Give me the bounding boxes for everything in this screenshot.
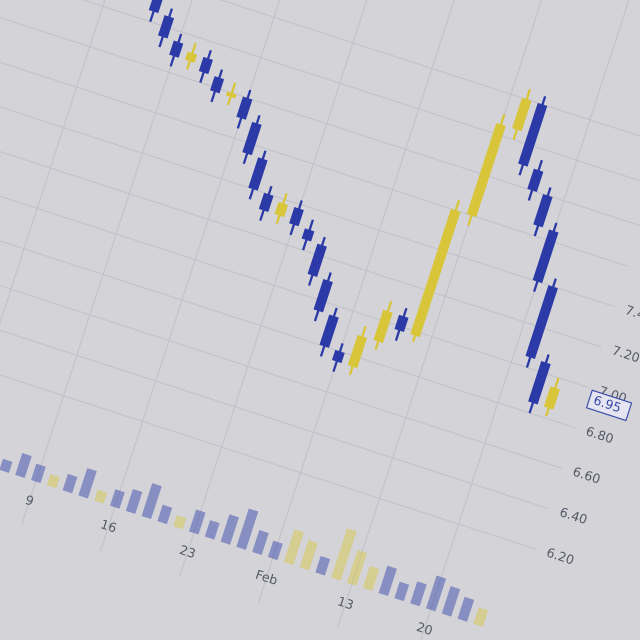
volume-bar xyxy=(15,453,32,478)
grid-line xyxy=(0,123,589,389)
grid-line xyxy=(99,0,359,552)
grid-line xyxy=(0,245,550,510)
candle-body xyxy=(331,349,345,364)
candle-body xyxy=(373,309,393,344)
volume-bar xyxy=(378,565,397,597)
candle-body xyxy=(532,229,559,284)
volume-bar xyxy=(362,565,380,591)
candle-body xyxy=(347,334,368,369)
volume-bar xyxy=(0,458,13,473)
candle-body xyxy=(148,0,165,14)
candle-body xyxy=(248,157,268,191)
volume-bar xyxy=(457,596,475,622)
candle-body xyxy=(543,386,560,410)
volume-bar xyxy=(410,581,427,607)
volume-bar xyxy=(252,530,269,555)
candle-body xyxy=(301,228,315,242)
volume-bar xyxy=(236,508,259,550)
candle-body xyxy=(210,76,225,94)
grid-line xyxy=(0,0,640,146)
volume-bar xyxy=(157,504,173,525)
volume-bar xyxy=(425,575,447,612)
grid-line xyxy=(0,0,640,186)
volume-bar xyxy=(173,515,187,530)
x-tick-label: 20 xyxy=(415,619,435,638)
grid-line xyxy=(178,0,438,577)
volume-bar xyxy=(441,586,461,617)
candle-body xyxy=(533,194,553,228)
candle-body xyxy=(158,15,175,39)
volume-bar xyxy=(220,514,239,545)
volume-bar xyxy=(188,509,206,535)
volume-bar xyxy=(315,556,331,576)
last-price-box xyxy=(585,389,633,422)
volume-bar xyxy=(473,607,489,627)
candle-body xyxy=(518,102,548,167)
volume-bar xyxy=(94,489,108,504)
x-tick-label: 16 xyxy=(99,516,119,535)
grid-line xyxy=(0,2,628,267)
candle-body xyxy=(525,285,558,359)
candle-body xyxy=(225,91,237,99)
volume-bar xyxy=(267,540,283,561)
candle-body xyxy=(319,314,339,348)
volume-bar xyxy=(283,529,304,566)
volume-bar xyxy=(394,581,410,602)
candle-body xyxy=(185,51,198,63)
candle-body xyxy=(410,208,461,338)
volume-bar xyxy=(299,539,318,571)
candle-body xyxy=(236,96,253,120)
volume-bar xyxy=(46,474,60,489)
grid-line xyxy=(0,83,602,348)
candle-body xyxy=(242,121,262,156)
volume-bar xyxy=(204,520,220,540)
volume-bar xyxy=(31,463,46,484)
x-tick-label: 23 xyxy=(178,542,198,561)
grid-line xyxy=(0,0,201,500)
candle-body xyxy=(258,192,274,212)
candle-body xyxy=(394,314,409,333)
candle-body xyxy=(466,122,506,217)
volume-bar xyxy=(141,483,162,520)
candle-body xyxy=(274,201,289,218)
grid-line xyxy=(0,43,615,308)
volume-bar xyxy=(346,549,368,586)
grid-line xyxy=(257,0,517,603)
volume-bar xyxy=(109,489,125,509)
candle-body xyxy=(527,168,544,192)
volume-bar xyxy=(125,488,143,514)
grid-line xyxy=(0,285,536,550)
grid-line xyxy=(336,0,596,629)
candle-body xyxy=(313,279,333,313)
volume-bar xyxy=(62,473,78,494)
x-tick-label: Feb xyxy=(254,567,280,588)
candle-body xyxy=(512,97,532,132)
volume-bar xyxy=(331,528,357,581)
grid-line xyxy=(0,164,576,429)
candle-body xyxy=(169,40,184,58)
grid-line xyxy=(20,0,280,526)
candle-body xyxy=(307,243,327,277)
candle-body xyxy=(289,207,304,227)
grid-line xyxy=(0,204,563,469)
candle-body xyxy=(528,361,551,405)
volume-bar xyxy=(78,468,97,499)
x-tick-label: 13 xyxy=(336,593,356,612)
candle-body xyxy=(198,56,213,75)
y-tick-label: 7.60 xyxy=(637,262,640,285)
